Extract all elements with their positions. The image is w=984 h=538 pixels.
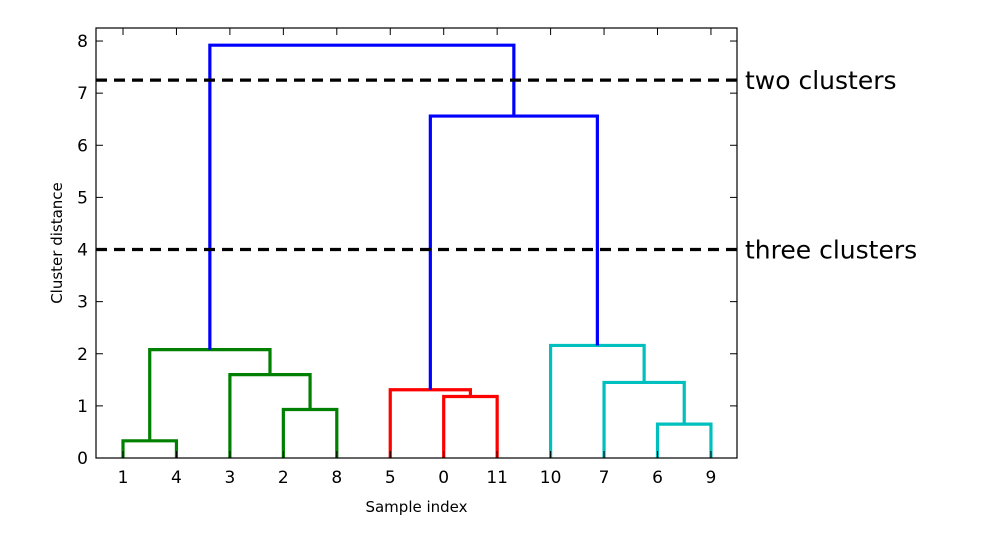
threshold-label-1: three clusters [745, 236, 917, 265]
y-tick-label-2: 2 [77, 345, 88, 365]
dendrogram-link-0 [121, 439, 179, 458]
y-tick-label-1: 1 [77, 397, 88, 417]
dendrogram-link-7 [602, 380, 686, 458]
x-tick-label-5: 5 [385, 468, 396, 488]
x-tick-label-10: 6 [652, 468, 663, 488]
y-tick-label-6: 6 [77, 136, 88, 156]
x-axis-label: Sample index [365, 498, 467, 516]
y-tick-label-3: 3 [77, 293, 88, 313]
y-tick-label-7: 7 [77, 84, 88, 104]
dendrogram-link-10 [208, 43, 516, 350]
x-tick-label-4: 8 [331, 468, 342, 488]
x-tick-label-0: 1 [118, 468, 129, 488]
dendrogram-link-2 [228, 373, 312, 458]
dendrogram-link-4 [442, 394, 499, 458]
dendrogram-link-8 [549, 343, 646, 458]
y-tick-label-4: 4 [77, 241, 88, 261]
dendrogram-link-3 [148, 347, 272, 441]
y-tick-label-0: 0 [77, 449, 88, 469]
x-tick-label-2: 3 [224, 468, 235, 488]
threshold-lines: two clusters three clusters [96, 66, 917, 265]
plot-area-frame [95, 27, 738, 459]
x-tick-label-9: 7 [599, 468, 610, 488]
x-tick-label-8: 10 [540, 468, 562, 488]
threshold-label-0: two clusters [745, 66, 897, 95]
x-tick-label-11: 9 [706, 468, 717, 488]
dendrogram-link-5 [388, 388, 473, 458]
x-tick-label-6: 0 [438, 468, 449, 488]
y-tick-label-5: 5 [77, 188, 88, 208]
x-tick-label-1: 4 [171, 468, 182, 488]
y-axis-ticks: 0 1 2 3 4 5 6 7 8 [77, 32, 737, 469]
y-tick-label-8: 8 [77, 32, 88, 52]
x-tick-label-7: 11 [486, 468, 508, 488]
x-tick-label-3: 2 [278, 468, 289, 488]
x-axis-ticks: 1 4 3 2 8 5 0 11 10 7 6 9 [118, 28, 717, 488]
dendrogram-link-9 [428, 114, 599, 390]
dendrogram-link-6 [655, 422, 713, 458]
y-axis-label: Cluster distance [48, 182, 66, 304]
dendrogram-links [121, 43, 713, 458]
dendrogram-link-1 [281, 407, 339, 458]
